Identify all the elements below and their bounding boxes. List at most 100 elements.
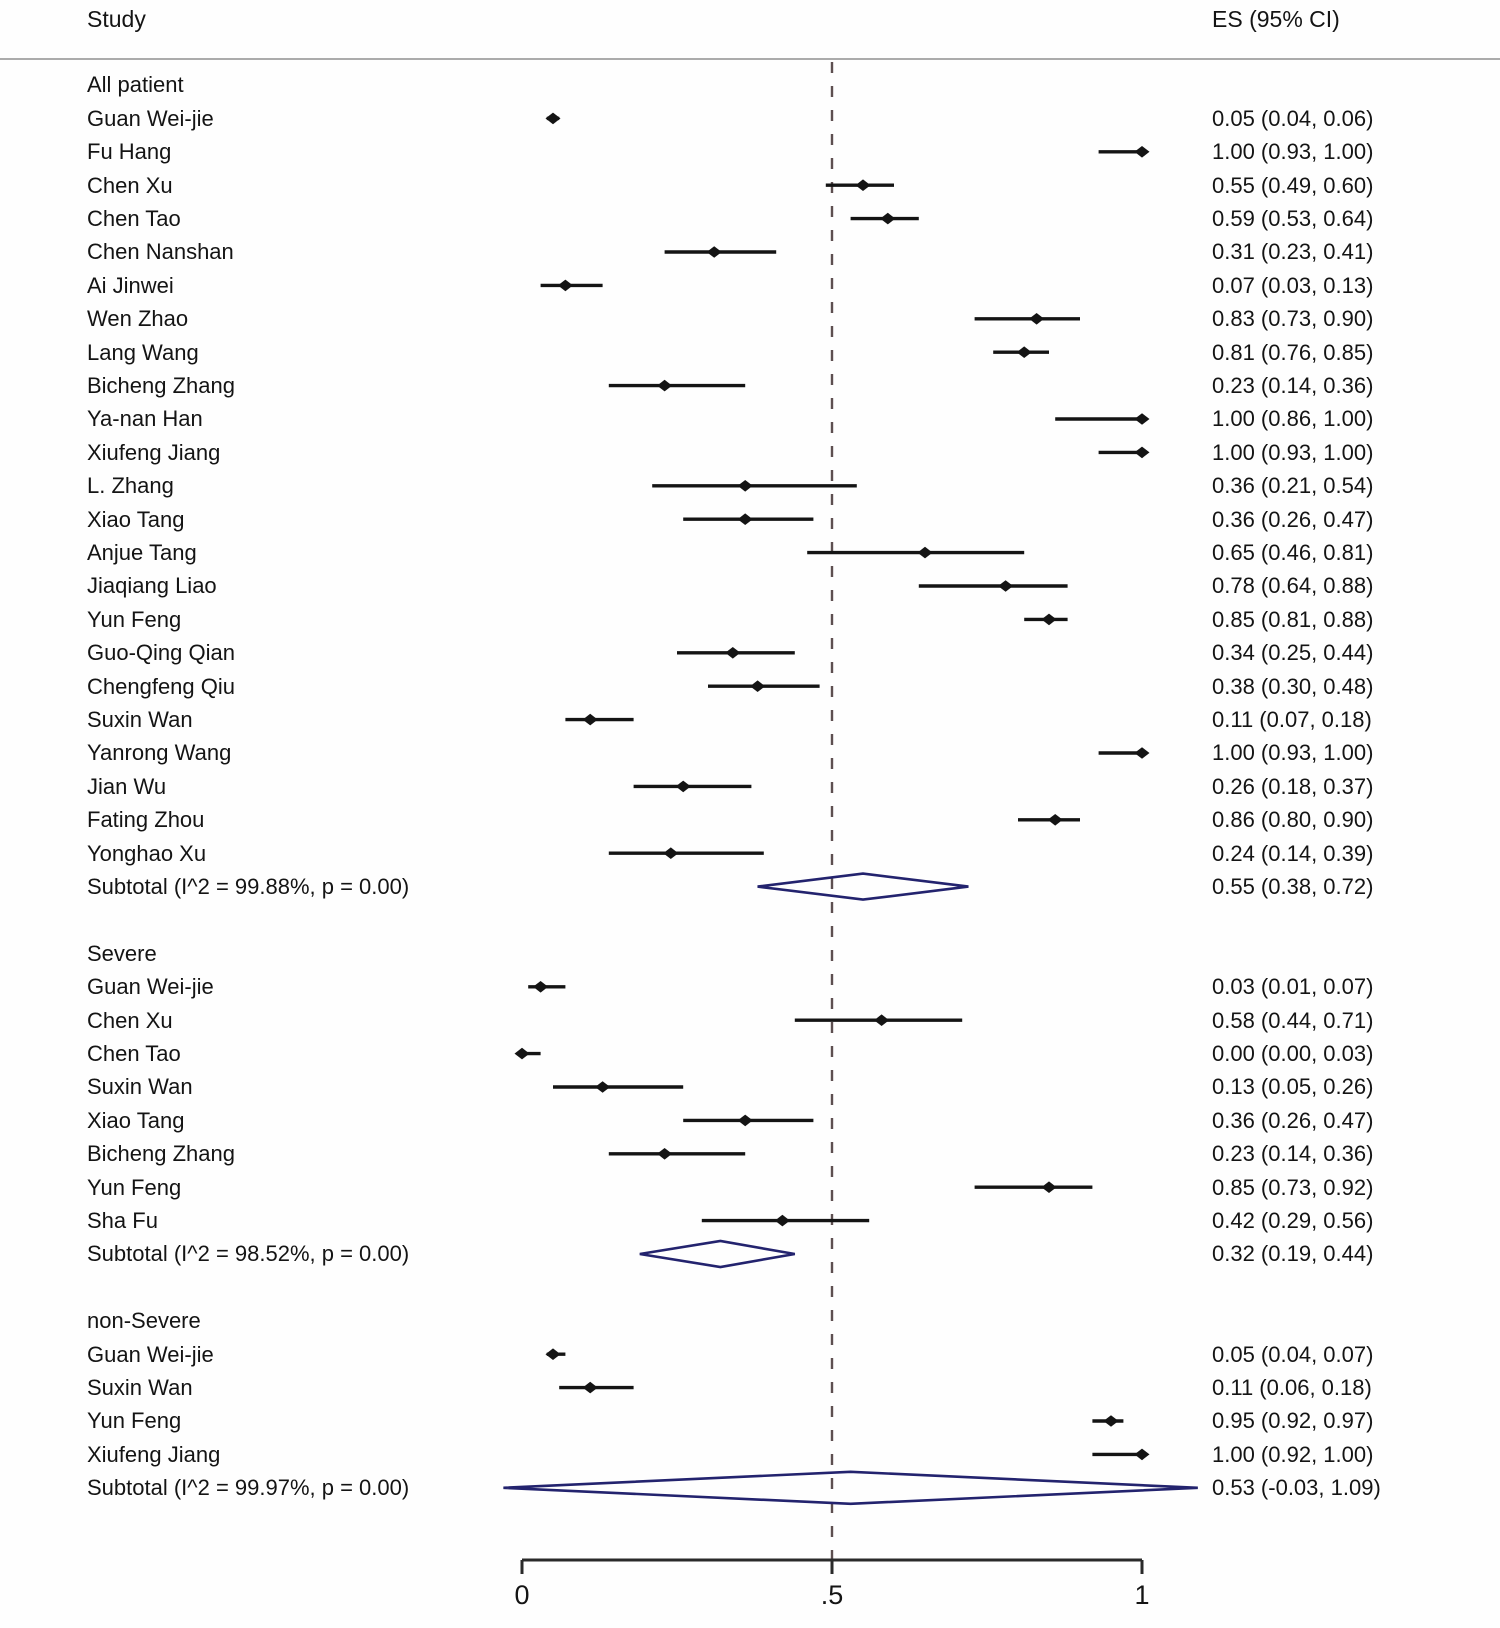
subtotal-label: Subtotal (I^2 = 98.52%, p = 0.00) bbox=[87, 1241, 410, 1267]
es-value: 0.03 (0.01, 0.07) bbox=[1212, 974, 1374, 1000]
study-label: Bicheng Zhang bbox=[87, 372, 235, 398]
study-label: Chen Tao bbox=[87, 205, 181, 231]
study-label: L. Zhang bbox=[87, 473, 174, 499]
x-axis-tick-label: 0 bbox=[514, 1580, 530, 1610]
study-label: Fating Zhou bbox=[87, 807, 205, 833]
study-label: Xiufeng Jiang bbox=[87, 1441, 221, 1467]
study-label: Suxin Wan bbox=[87, 1074, 193, 1100]
effect-size-marker bbox=[737, 480, 753, 492]
study-label: Wen Zhao bbox=[87, 306, 189, 332]
effect-size-marker bbox=[750, 680, 766, 692]
effect-size-marker bbox=[1047, 814, 1063, 826]
effect-size-marker bbox=[1134, 413, 1150, 425]
study-label: Fu Hang bbox=[87, 139, 172, 165]
effect-size-marker bbox=[657, 1148, 673, 1160]
study-label: Lang Wang bbox=[87, 339, 199, 365]
x-axis-tick-label: .5 bbox=[820, 1580, 844, 1610]
subtotal-label: Subtotal (I^2 = 99.88%, p = 0.00) bbox=[87, 873, 410, 899]
es-value: 0.38 (0.30, 0.48) bbox=[1212, 673, 1374, 699]
es-value: 0.58 (0.44, 0.71) bbox=[1212, 1007, 1374, 1033]
study-label: Jian Wu bbox=[87, 773, 167, 799]
es-value: 0.13 (0.05, 0.26) bbox=[1212, 1074, 1374, 1100]
header-divider bbox=[0, 58, 1500, 60]
study-column-header: Study bbox=[87, 6, 146, 32]
study-label: Chen Tao bbox=[87, 1040, 181, 1066]
es-value: 0.07 (0.03, 0.13) bbox=[1212, 272, 1374, 298]
study-label: Guan Wei-jie bbox=[87, 1341, 214, 1367]
study-label: Anjue Tang bbox=[87, 539, 197, 565]
es-value: 1.00 (0.93, 1.00) bbox=[1212, 139, 1374, 165]
effect-size-marker bbox=[557, 279, 573, 292]
es-value: 0.86 (0.80, 0.90) bbox=[1212, 807, 1374, 833]
effect-size-marker bbox=[917, 546, 933, 559]
effect-size-marker bbox=[514, 1047, 530, 1060]
es-value: 0.42 (0.29, 0.56) bbox=[1212, 1207, 1374, 1233]
study-label: Suxin Wan bbox=[87, 706, 193, 732]
study-label: Guan Wei-jie bbox=[87, 974, 214, 1000]
effect-size-marker bbox=[737, 513, 753, 525]
es-value: 0.59 (0.53, 0.64) bbox=[1212, 205, 1374, 231]
study-label: Sha Fu bbox=[87, 1207, 158, 1233]
effect-size-marker bbox=[737, 1114, 753, 1127]
group-label: non-Severe bbox=[87, 1308, 201, 1334]
es-value: 0.78 (0.64, 0.88) bbox=[1212, 573, 1374, 599]
es-value: 0.81 (0.76, 0.85) bbox=[1212, 339, 1374, 365]
study-label: Ai Jinwei bbox=[87, 272, 174, 298]
es-value: 0.53 (-0.03, 1.09) bbox=[1212, 1475, 1381, 1501]
subtotal-diamond bbox=[639, 1239, 796, 1269]
subtotal-label: Subtotal (I^2 = 99.97%, p = 0.00) bbox=[87, 1475, 410, 1501]
es-value: 0.95 (0.92, 0.97) bbox=[1212, 1408, 1374, 1434]
es-value: 0.23 (0.14, 0.36) bbox=[1212, 372, 1374, 398]
effect-size-marker bbox=[1134, 747, 1150, 759]
es-value: 0.36 (0.26, 0.47) bbox=[1212, 1107, 1374, 1133]
study-label: Xiao Tang bbox=[87, 1107, 185, 1133]
es-value: 0.55 (0.38, 0.72) bbox=[1212, 873, 1374, 899]
es-value: 0.65 (0.46, 0.81) bbox=[1212, 539, 1374, 565]
es-value: 1.00 (0.93, 1.00) bbox=[1212, 439, 1374, 465]
study-label: Yun Feng bbox=[87, 606, 182, 632]
effect-size-marker bbox=[774, 1214, 790, 1227]
effect-size-marker bbox=[1029, 313, 1045, 325]
effect-size-marker bbox=[1134, 1448, 1150, 1461]
effect-size-marker bbox=[874, 1014, 890, 1026]
effect-size-marker bbox=[1134, 446, 1150, 459]
es-value: 0.26 (0.18, 0.37) bbox=[1212, 773, 1374, 799]
x-axis-tick-label: 1 bbox=[1134, 1580, 1150, 1610]
effect-size-marker bbox=[1134, 146, 1150, 158]
study-label: Xiao Tang bbox=[87, 506, 185, 532]
study-label: Chen Xu bbox=[87, 1007, 173, 1033]
effect-size-marker bbox=[1016, 346, 1032, 358]
effect-size-marker bbox=[663, 847, 679, 859]
effect-size-marker bbox=[675, 780, 691, 793]
study-label: Ya-nan Han bbox=[87, 406, 203, 432]
study-label: Guo-Qing Qian bbox=[87, 640, 235, 666]
effect-size-marker bbox=[545, 112, 561, 125]
subtotal-diamond bbox=[757, 872, 969, 901]
study-label: Guan Wei-jie bbox=[87, 105, 214, 131]
effect-size-marker bbox=[545, 1348, 561, 1360]
es-value: 0.83 (0.73, 0.90) bbox=[1212, 306, 1374, 332]
effect-size-marker bbox=[998, 580, 1014, 592]
study-label: Yanrong Wang bbox=[87, 740, 232, 766]
es-column-header: ES (95% CI) bbox=[1212, 6, 1340, 32]
study-label: Chengfeng Qiu bbox=[87, 673, 235, 699]
effect-size-marker bbox=[1041, 1181, 1057, 1193]
effect-size-marker bbox=[880, 212, 896, 225]
study-label: Suxin Wan bbox=[87, 1374, 193, 1400]
study-label: Chen Xu bbox=[87, 172, 173, 198]
es-value: 0.11 (0.07, 0.18) bbox=[1212, 706, 1372, 732]
es-value: 1.00 (0.86, 1.00) bbox=[1212, 406, 1374, 432]
es-value: 0.23 (0.14, 0.36) bbox=[1212, 1141, 1374, 1167]
effect-size-marker bbox=[855, 179, 871, 191]
study-label: Bicheng Zhang bbox=[87, 1141, 235, 1167]
study-label: Yun Feng bbox=[87, 1408, 182, 1434]
effect-size-marker bbox=[582, 1381, 598, 1394]
es-value: 0.05 (0.04, 0.07) bbox=[1212, 1341, 1374, 1367]
es-value: 0.34 (0.25, 0.44) bbox=[1212, 640, 1374, 666]
es-value: 0.36 (0.21, 0.54) bbox=[1212, 473, 1374, 499]
es-value: 0.85 (0.73, 0.92) bbox=[1212, 1174, 1374, 1200]
es-value: 0.24 (0.14, 0.39) bbox=[1212, 840, 1374, 866]
group-label: Severe bbox=[87, 940, 157, 966]
